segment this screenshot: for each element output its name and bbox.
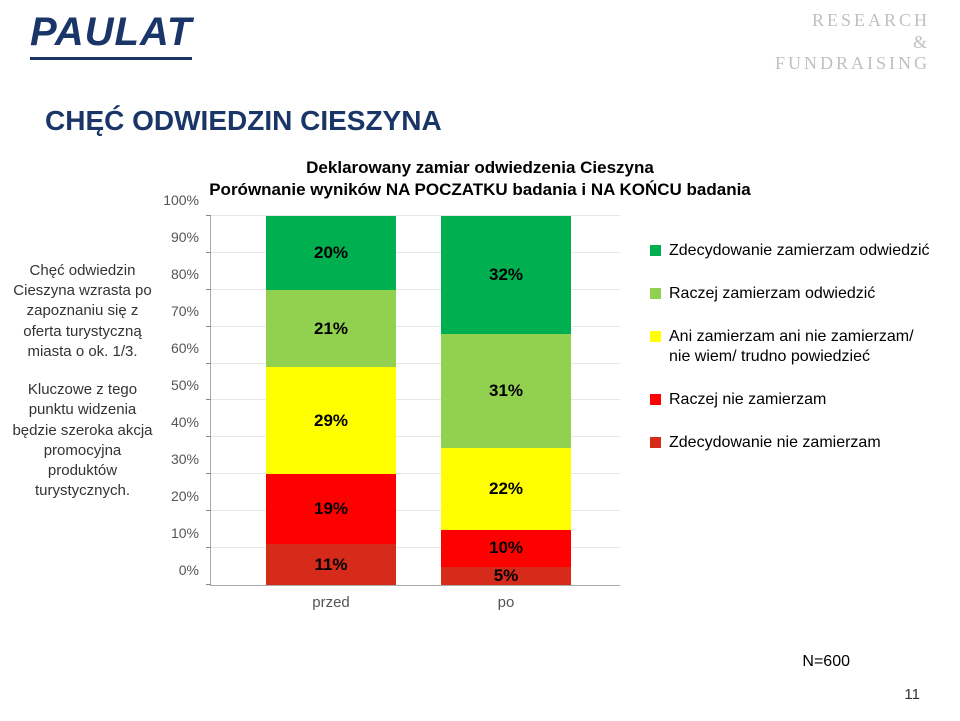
legend-item: Ani zamierzam ani nie zamierzam/ nie wie… [650, 327, 935, 369]
y-axis: 0%10%20%30%40%50%60%70%80%90%100% [155, 216, 205, 586]
logo-left: PAULAT [30, 10, 192, 60]
legend-item: Zdecydowanie zamierzam odwiedzić [650, 241, 935, 262]
y-tick: 30% [171, 451, 199, 467]
sidebar-p1: Chęć odwiedzin Cieszyna wzrasta po zapoz… [10, 261, 155, 362]
legend-label: Zdecydowanie zamierzam odwiedzić [669, 241, 930, 262]
legend-item: Zdecydowanie nie zamierzam [650, 433, 935, 454]
legend-item: Raczej zamierzam odwiedzić [650, 284, 935, 305]
legend-item: Raczej nie zamierzam [650, 390, 935, 411]
tick-mark [206, 547, 211, 548]
bar-po: 5%10%22%31%32%po [441, 216, 571, 585]
sidebar-p2: Kluczowe z tego punktu widzenia będzie s… [10, 380, 155, 502]
y-tick: 40% [171, 414, 199, 430]
bar-segment: 20% [266, 216, 396, 290]
logo-right-l2: & [775, 32, 930, 54]
legend-label: Zdecydowanie nie zamierzam [669, 433, 881, 454]
legend-label: Raczej zamierzam odwiedzić [669, 284, 875, 305]
tick-mark [206, 363, 211, 364]
legend-swatch [650, 245, 661, 256]
legend-swatch [650, 288, 661, 299]
y-tick: 80% [171, 266, 199, 282]
logo-right: RESEARCH & FUNDRAISING [775, 10, 930, 75]
tick-mark [206, 473, 211, 474]
bar-segment: 19% [266, 474, 396, 544]
chart-title-l1: Deklarowany zamiar odwiedzenia Cieszyna [0, 157, 960, 179]
y-tick: 70% [171, 303, 199, 319]
plot-area: 11%19%29%21%20%przed 5%10%22%31%32%po [210, 216, 620, 586]
y-tick: 100% [163, 192, 199, 208]
bar-segment: 10% [441, 530, 571, 567]
tick-mark [206, 326, 211, 327]
legend-label: Ani zamierzam ani nie zamierzam/ nie wie… [669, 327, 935, 369]
chart: 0%10%20%30%40%50%60%70%80%90%100% 11%19%… [155, 216, 630, 616]
slide-title: CHĘĆ ODWIEDZIN CIESZYNA [0, 75, 960, 147]
y-tick: 20% [171, 488, 199, 504]
bar-segment: 21% [266, 290, 396, 367]
chart-title: Deklarowany zamiar odwiedzenia Cieszyna … [0, 157, 960, 201]
legend-swatch [650, 331, 661, 342]
bar-segment: 29% [266, 367, 396, 474]
legend-swatch [650, 394, 661, 405]
bar-segment: 32% [441, 216, 571, 334]
tick-mark [206, 399, 211, 400]
legend-label: Raczej nie zamierzam [669, 390, 826, 411]
bar-segment: 31% [441, 334, 571, 448]
legend-swatch [650, 437, 661, 448]
y-tick: 50% [171, 377, 199, 393]
y-tick: 90% [171, 229, 199, 245]
y-tick: 0% [179, 562, 199, 578]
x-label: po [441, 594, 571, 611]
logo-right-l3: FUNDRAISING [775, 53, 930, 75]
tick-mark [206, 510, 211, 511]
y-tick: 60% [171, 340, 199, 356]
legend: Zdecydowanie zamierzam odwiedzić Raczej z… [630, 216, 940, 616]
bar-segment: 5% [441, 567, 571, 585]
tick-mark [206, 289, 211, 290]
bar-przed: 11%19%29%21%20%przed [266, 216, 396, 585]
bar-segment: 22% [441, 448, 571, 529]
logo-right-l1: RESEARCH [775, 10, 930, 32]
sidebar-text: Chęć odwiedzin Cieszyna wzrasta po zapoz… [10, 216, 155, 616]
bar-segment: 11% [266, 544, 396, 585]
sample-size: N=600 [802, 653, 850, 671]
tick-mark [206, 584, 211, 585]
x-label: przed [266, 594, 396, 611]
tick-mark [206, 252, 211, 253]
y-tick: 10% [171, 525, 199, 541]
chart-title-l2: Porównanie wyników NA POCZATKU badania i… [0, 179, 960, 201]
page-number: 11 [904, 686, 920, 703]
tick-mark [206, 436, 211, 437]
tick-mark [206, 215, 211, 216]
